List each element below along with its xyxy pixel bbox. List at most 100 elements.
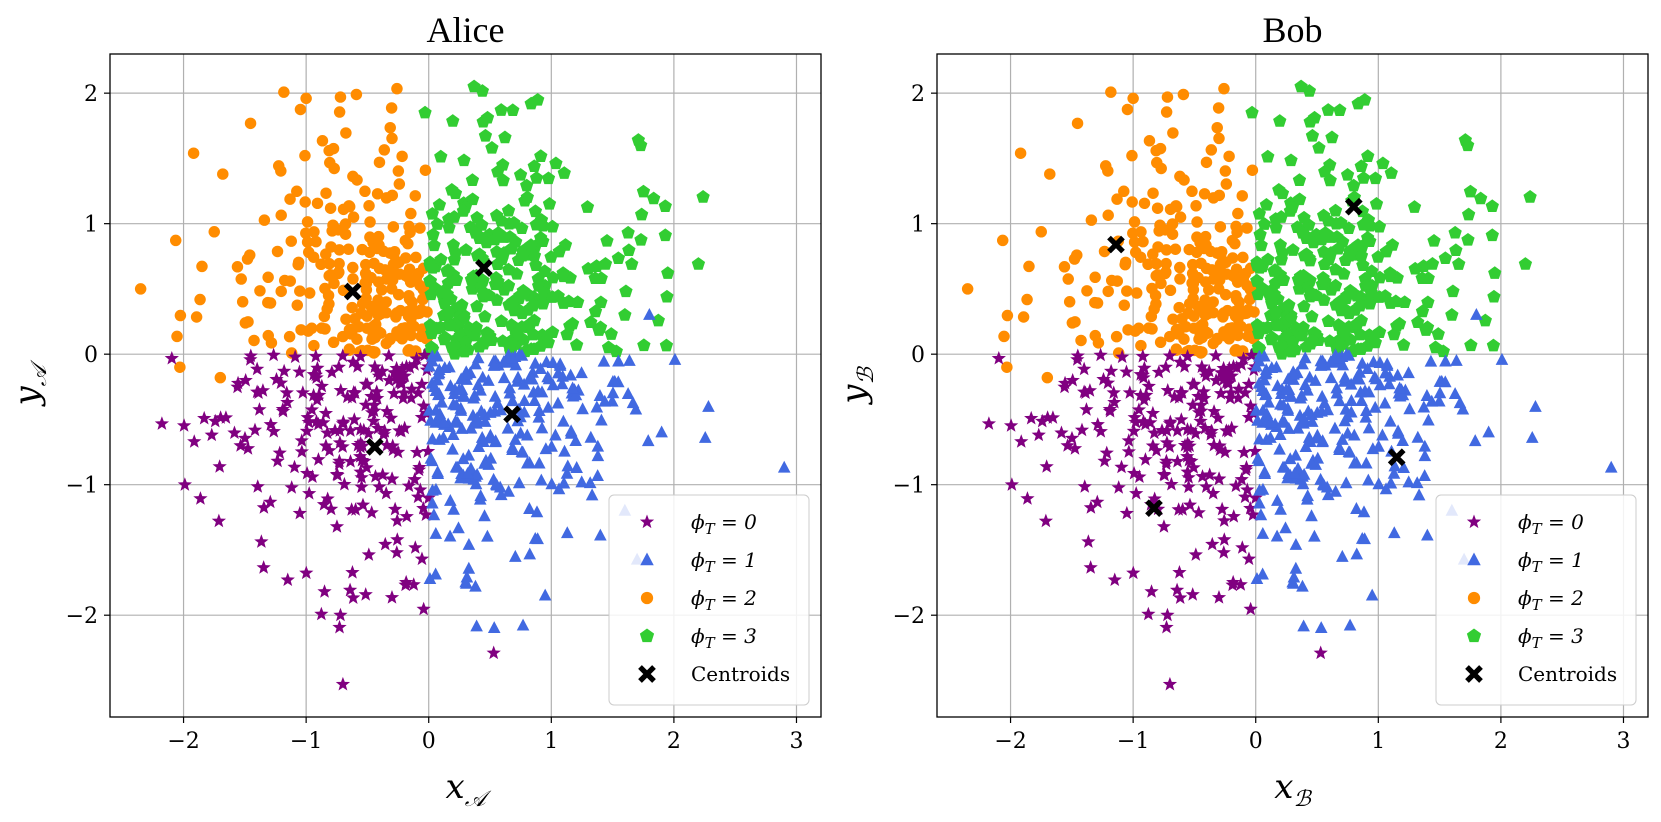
point-cluster-2 xyxy=(326,225,338,237)
point-cluster-0 xyxy=(1077,361,1092,376)
point-cluster-1 xyxy=(1283,452,1297,465)
point-cluster-2 xyxy=(1069,316,1081,328)
point-cluster-1 xyxy=(1262,395,1276,408)
point-cluster-3 xyxy=(1354,342,1368,355)
point-cluster-2 xyxy=(347,170,359,183)
point-cluster-0 xyxy=(335,439,350,453)
point-cluster-2 xyxy=(1035,226,1047,238)
point-cluster-0 xyxy=(1204,423,1219,438)
point-cluster-0 xyxy=(1045,410,1061,424)
point-cluster-0 xyxy=(1196,384,1211,398)
point-cluster-0 xyxy=(1099,445,1114,460)
point-cluster-1 xyxy=(528,394,541,407)
point-cluster-3 xyxy=(456,204,471,217)
point-cluster-0 xyxy=(1241,551,1257,566)
point-cluster-3 xyxy=(570,338,584,351)
point-cluster-0 xyxy=(317,584,332,598)
point-cluster-1 xyxy=(1343,445,1357,458)
point-cluster-2 xyxy=(294,103,307,116)
point-cluster-3 xyxy=(1274,252,1288,266)
x-tick-label: 2 xyxy=(1494,729,1508,754)
point-cluster-0 xyxy=(310,360,325,375)
point-cluster-1 xyxy=(532,456,546,469)
point-cluster-0 xyxy=(410,489,426,504)
point-cluster-0 xyxy=(250,479,265,493)
point-cluster-3 xyxy=(427,238,441,252)
point-cluster-2 xyxy=(1218,82,1230,95)
y-tick-label: 1 xyxy=(911,213,925,238)
point-cluster-2 xyxy=(295,324,307,336)
point-cluster-1 xyxy=(1387,526,1401,539)
point-cluster-3 xyxy=(423,318,438,331)
point-cluster-3 xyxy=(455,298,469,311)
point-cluster-3 xyxy=(465,173,480,186)
point-cluster-0 xyxy=(1102,401,1117,416)
point-cluster-0 xyxy=(1122,385,1137,399)
point-cluster-1 xyxy=(505,351,519,364)
point-cluster-0 xyxy=(1126,565,1141,580)
point-cluster-3 xyxy=(1262,285,1276,299)
point-cluster-2 xyxy=(1121,285,1133,297)
point-cluster-3 xyxy=(604,327,618,340)
point-cluster-0 xyxy=(343,423,358,437)
point-cluster-3 xyxy=(1367,329,1382,342)
point-cluster-3 xyxy=(494,314,508,327)
point-cluster-2 xyxy=(1213,189,1226,202)
point-cluster-0 xyxy=(353,439,368,454)
point-cluster-1 xyxy=(444,379,457,392)
point-cluster-2 xyxy=(292,258,304,271)
point-cluster-2 xyxy=(364,231,376,243)
point-cluster-3 xyxy=(1283,204,1298,217)
point-cluster-2 xyxy=(415,330,427,343)
point-cluster-3 xyxy=(659,338,674,352)
point-cluster-0 xyxy=(370,390,385,405)
point-cluster-0 xyxy=(1039,459,1054,473)
point-cluster-3 xyxy=(565,316,580,330)
point-cluster-3 xyxy=(1486,338,1501,352)
point-cluster-3 xyxy=(647,191,661,205)
point-cluster-3 xyxy=(1458,133,1472,146)
point-cluster-1 xyxy=(1305,509,1318,522)
point-cluster-0 xyxy=(327,423,343,437)
point-cluster-3 xyxy=(459,243,473,256)
point-cluster-1 xyxy=(1258,349,1271,362)
point-cluster-3 xyxy=(541,171,556,185)
point-cluster-2 xyxy=(320,248,332,260)
point-cluster-0 xyxy=(1064,430,1080,445)
centroid-marker xyxy=(1107,235,1125,254)
point-cluster-2 xyxy=(339,228,352,240)
point-cluster-1 xyxy=(1350,456,1363,469)
point-cluster-0 xyxy=(301,414,316,429)
point-cluster-0 xyxy=(368,469,383,483)
x-tick-label: 1 xyxy=(1371,729,1385,754)
point-cluster-2 xyxy=(1170,200,1183,213)
point-cluster-1 xyxy=(1343,618,1357,631)
point-cluster-0 xyxy=(370,420,386,435)
point-cluster-2 xyxy=(1183,243,1195,256)
point-cluster-3 xyxy=(501,203,516,217)
point-cluster-1 xyxy=(1482,425,1495,438)
point-cluster-0 xyxy=(1079,402,1094,416)
point-cluster-1 xyxy=(475,404,488,417)
point-cluster-0 xyxy=(390,444,406,459)
point-cluster-0 xyxy=(320,491,335,506)
point-cluster-0 xyxy=(279,385,294,399)
point-cluster-0 xyxy=(383,410,399,425)
point-cluster-1 xyxy=(452,521,465,534)
point-cluster-1 xyxy=(1333,394,1346,407)
point-cluster-2 xyxy=(262,271,274,284)
point-cluster-1 xyxy=(1287,570,1301,583)
point-cluster-1 xyxy=(516,445,530,458)
x-tick-label: −2 xyxy=(994,729,1026,754)
point-cluster-1 xyxy=(1314,621,1328,634)
point-cluster-1 xyxy=(1259,366,1273,379)
point-cluster-0 xyxy=(1104,363,1119,378)
legend-marker-cluster-3 xyxy=(639,628,655,643)
point-cluster-0 xyxy=(1191,505,1206,519)
point-cluster-1 xyxy=(1332,351,1346,364)
point-cluster-2 xyxy=(1198,188,1211,200)
point-cluster-0 xyxy=(1031,427,1046,442)
point-cluster-0 xyxy=(312,387,327,402)
point-cluster-1 xyxy=(455,421,469,434)
point-cluster-3 xyxy=(1369,197,1384,210)
